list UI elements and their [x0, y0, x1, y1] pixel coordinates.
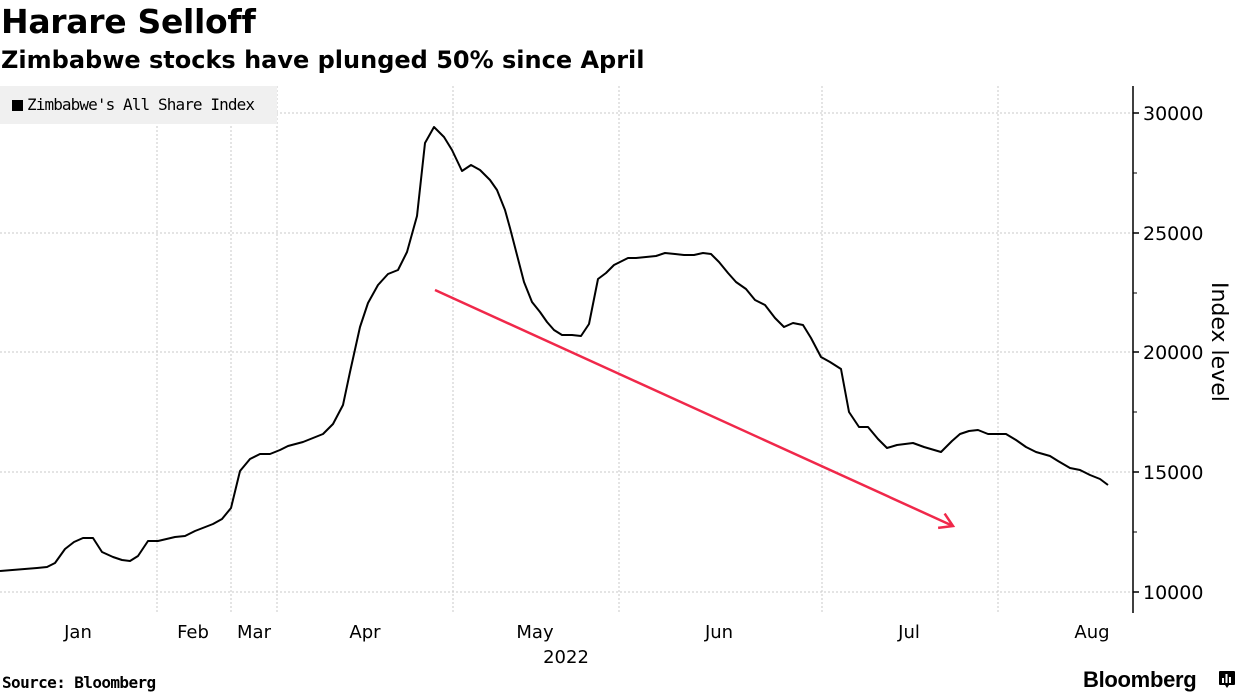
- chart-title: Harare Selloff: [1, 2, 256, 41]
- x-tick-label: Apr: [349, 622, 381, 643]
- x-tick-label: May: [516, 622, 554, 643]
- y-tick-label: 10000: [1143, 582, 1203, 604]
- x-tick-label: Jul: [897, 622, 920, 643]
- x-tick-label: Mar: [237, 622, 272, 643]
- x-tick-label: Jun: [704, 622, 733, 643]
- brand-logo-text: Bloomberg: [1083, 667, 1197, 692]
- legend-label: Zimbabwe's All Share Index: [27, 95, 255, 114]
- chart-subtitle: Zimbabwe stocks have plunged 50% since A…: [1, 46, 645, 74]
- source-note: Source: Bloomberg: [2, 673, 156, 692]
- bloomberg-chart-icon: [1219, 671, 1235, 688]
- y-tick-label: 15000: [1143, 462, 1203, 484]
- x-axis: Jan Feb Mar Apr May Jun Jul Aug 2022: [63, 622, 1109, 668]
- y-tick-label: 20000: [1143, 342, 1203, 364]
- y-tick-label: 30000: [1143, 103, 1203, 125]
- x-tick-label: Jan: [63, 622, 92, 643]
- index-line: [0, 126, 1109, 572]
- y-tick-label: 25000: [1143, 223, 1203, 245]
- x-tick-label: Aug: [1074, 622, 1109, 643]
- x-year-label: 2022: [543, 647, 589, 668]
- y-axis: 30000 25000 20000 15000 10000 Index level: [1132, 86, 1231, 613]
- x-tick-label: Feb: [177, 622, 209, 643]
- legend: Zimbabwe's All Share Index: [0, 86, 277, 124]
- legend-swatch-icon: [12, 100, 23, 111]
- trend-arrow: [434, 288, 956, 530]
- y-axis-title: Index level: [1206, 282, 1231, 402]
